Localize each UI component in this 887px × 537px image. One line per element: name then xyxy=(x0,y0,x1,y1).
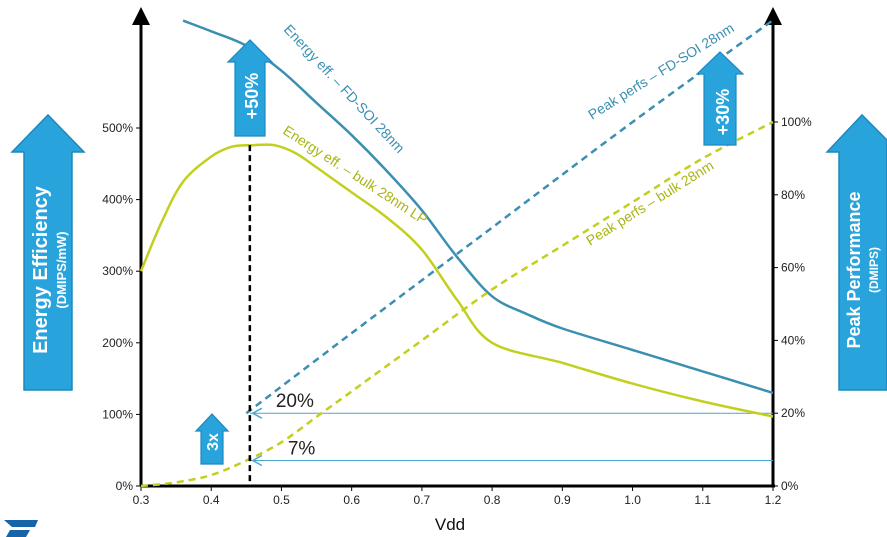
svg-text:3x: 3x xyxy=(205,433,222,451)
x-tick-label: 0.6 xyxy=(343,493,360,507)
x-axis-label: Vdd xyxy=(435,515,465,534)
svg-text:+50%: +50% xyxy=(242,73,262,120)
x-tick-label: 0.8 xyxy=(484,493,501,507)
x-tick-label: 1.2 xyxy=(765,493,782,507)
label-20pct: 20% xyxy=(276,391,314,412)
right-axis-sublabel: (DMIPS) xyxy=(867,247,881,293)
pointer-arrow-icon xyxy=(251,454,263,467)
series-fdsoi-energy xyxy=(182,19,774,395)
x-tick-labels: 0.3 0.4 0.5 0.6 0.7 0.8 0.9 1.0 1.1 1.2 xyxy=(133,486,782,507)
x-tick-label: 0.7 xyxy=(414,493,431,507)
right-tick-label: 100% xyxy=(781,115,812,129)
right-tick-label: 40% xyxy=(781,333,805,347)
arrow-3x: 3x xyxy=(194,413,230,465)
right-axis-label: Peak Performance xyxy=(844,191,864,348)
x-tick-label: 0.5 xyxy=(273,493,290,507)
left-tick-labels: 0% 100% 200% 300% 400% 500% xyxy=(102,121,141,493)
arrow-plus-50: +50% xyxy=(226,39,274,137)
st-logo xyxy=(4,520,38,537)
peak-performance-arrow: Peak Performance (DMIPS) xyxy=(825,113,887,391)
x-tick-label: 0.3 xyxy=(133,493,150,507)
left-tick-label: 500% xyxy=(102,121,133,135)
arrow-plus-30: +30% xyxy=(695,51,745,146)
pointer-arrow-icon xyxy=(251,407,263,419)
left-tick-label: 400% xyxy=(102,193,133,207)
label-7pct: 7% xyxy=(288,439,316,460)
left-tick-label: 0% xyxy=(116,479,134,493)
left-tick-label: 300% xyxy=(102,264,133,278)
x-tick-label: 0.4 xyxy=(203,493,220,507)
right-tick-label: 20% xyxy=(781,406,805,420)
series-fdsoi-perf xyxy=(245,19,774,415)
series-bulk-energy xyxy=(139,143,774,418)
x-tick-label: 1.1 xyxy=(694,493,711,507)
x-tick-label: 1.0 xyxy=(624,493,641,507)
left-tick-label: 100% xyxy=(102,407,133,421)
right-tick-labels: 0% 20% 40% 60% 80% 100% xyxy=(773,115,812,493)
series-bulk-perf xyxy=(140,120,774,488)
left-axis-label: Energy Efficiency xyxy=(30,185,52,354)
x-tick-label: 0.9 xyxy=(554,493,571,507)
energy-efficiency-arrow: Energy Efficiency (DMIPS/mW) xyxy=(10,113,86,391)
right-tick-label: 0% xyxy=(781,479,799,493)
left-tick-label: 200% xyxy=(102,336,133,350)
right-tick-label: 80% xyxy=(781,188,805,202)
svg-text:+30%: +30% xyxy=(713,89,733,136)
right-tick-label: 60% xyxy=(781,261,805,275)
series-label-bulk-perf: Peak perfs – bulk 28nm xyxy=(583,157,716,249)
left-axis-sublabel: (DMIPS/mW) xyxy=(54,231,69,308)
